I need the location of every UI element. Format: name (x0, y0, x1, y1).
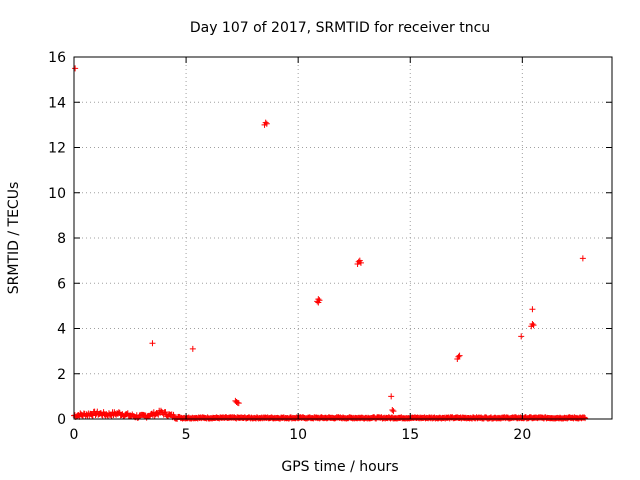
data-point (529, 320, 536, 327)
data-point (582, 415, 589, 422)
x-tick-label: 0 (70, 427, 79, 443)
data-point (263, 120, 270, 127)
x-tick-label: 20 (513, 427, 531, 443)
y-tick-label: 6 (57, 276, 66, 292)
data-point (390, 408, 397, 415)
chart-title: Day 107 of 2017, SRMTID for receiver tnc… (190, 20, 490, 36)
x-tick-label: 10 (289, 427, 307, 443)
data-point (456, 352, 463, 359)
data-point (235, 400, 242, 407)
x-tick-label: 5 (182, 427, 191, 443)
data-point (149, 340, 156, 347)
grid (74, 57, 612, 419)
y-tick-label: 14 (48, 95, 66, 111)
y-tick-label: 0 (57, 412, 66, 428)
data-point (315, 299, 322, 306)
data-point (529, 306, 536, 313)
data-point (162, 409, 169, 416)
data-point (455, 353, 462, 360)
data-point (189, 345, 196, 352)
y-tick-label: 10 (48, 186, 66, 202)
data-point (262, 119, 269, 126)
data-point (72, 65, 79, 72)
x-tick-label: 15 (401, 427, 419, 443)
data-point (388, 393, 395, 400)
y-tick-label: 4 (57, 322, 66, 338)
y-tick-label: 16 (48, 50, 66, 66)
y-tick-label: 8 (57, 231, 66, 247)
axis-ticks: 0 5 10 15 20 0 2 4 6 8 10 12 14 16 (48, 50, 612, 443)
data-point (579, 255, 586, 262)
x-axis-label: GPS time / hours (281, 459, 398, 475)
y-tick-label: 12 (48, 141, 66, 157)
data-point (170, 411, 177, 418)
data-point (357, 259, 364, 266)
data-point (518, 333, 525, 340)
data-point (89, 412, 96, 419)
y-tick-label: 2 (57, 367, 66, 383)
y-axis-label: SRMTID / TECUs (6, 182, 22, 295)
data-points (71, 65, 589, 422)
data-point (389, 406, 396, 413)
data-point (530, 322, 537, 329)
